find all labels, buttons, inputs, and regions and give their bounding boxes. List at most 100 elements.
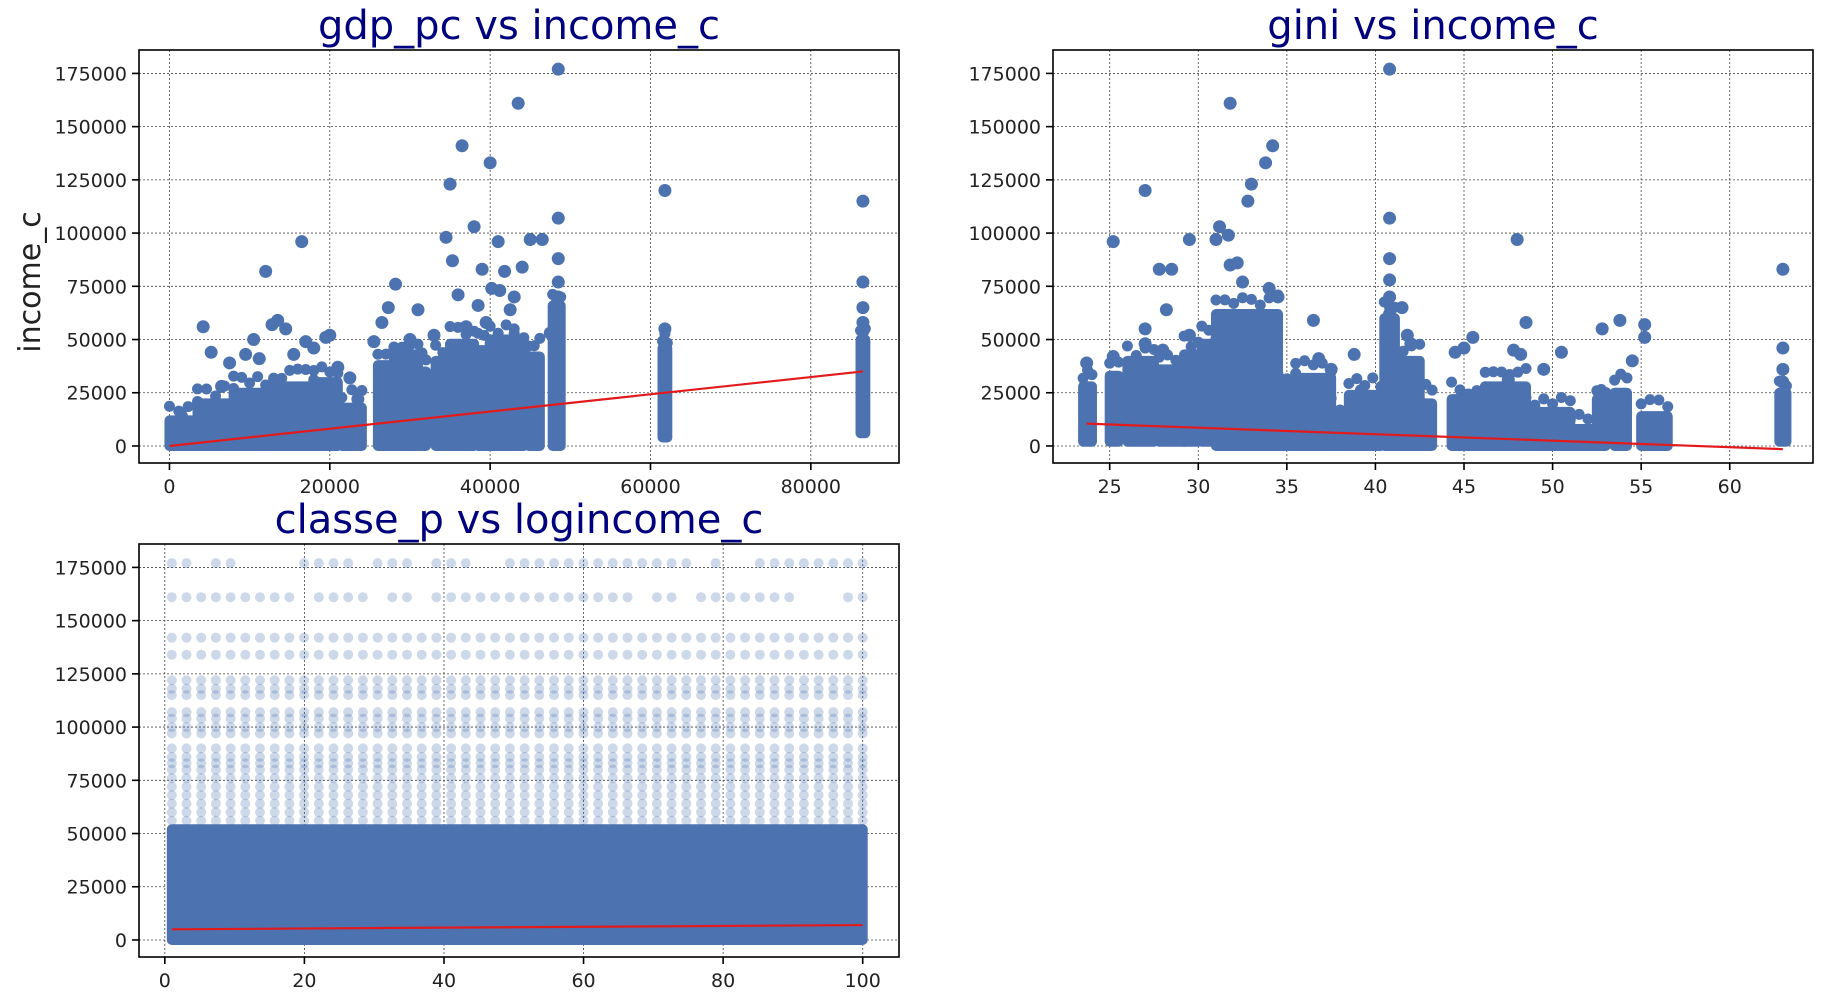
data-point: [543, 326, 557, 340]
data-point: [593, 807, 604, 818]
data-point: [343, 649, 354, 660]
data-point: [357, 798, 368, 809]
data-point: [328, 649, 339, 660]
data-point: [431, 592, 442, 603]
data-point: [857, 558, 868, 569]
data-point: [166, 781, 177, 792]
data-point: [710, 649, 721, 660]
data-point: [1564, 413, 1576, 425]
data-point: [666, 690, 677, 701]
data-point: [651, 781, 662, 792]
data-point: [593, 649, 604, 660]
data-point: [343, 592, 354, 603]
data-point: [523, 232, 537, 246]
data-point: [166, 798, 177, 809]
data-point: [843, 758, 854, 769]
data-point: [372, 790, 383, 801]
data-point: [328, 722, 339, 733]
data-point: [210, 790, 221, 801]
data-point: [534, 649, 545, 660]
data-point: [549, 798, 560, 809]
data-point: [507, 290, 521, 304]
data-point: [387, 728, 398, 739]
data-point: [357, 781, 368, 792]
data-point: [240, 790, 251, 801]
data-point: [166, 558, 177, 569]
data-point: [607, 743, 618, 754]
data-point: [754, 773, 765, 784]
data-point: [475, 713, 486, 724]
data-point: [295, 235, 309, 249]
regression-line: [171, 923, 863, 931]
data-point: [740, 751, 751, 762]
data-point: [551, 290, 565, 304]
data-point: [519, 773, 530, 784]
data-point: [328, 728, 339, 739]
data-point: [666, 758, 677, 769]
data-point: [1219, 294, 1231, 306]
data-point: [357, 764, 368, 775]
data-point: [1218, 318, 1232, 332]
data-point: [607, 690, 618, 701]
data-point: [490, 815, 501, 826]
data-point: [519, 592, 530, 603]
data-point: [313, 690, 324, 701]
data-point: [622, 815, 633, 826]
data-point: [534, 690, 545, 701]
data-point: [710, 743, 721, 754]
data-point: [416, 764, 427, 775]
data-point: [710, 758, 721, 769]
data-point: [343, 722, 354, 733]
data-point: [593, 728, 604, 739]
data-point: [1195, 360, 1209, 374]
data-point: [607, 558, 618, 569]
data-point: [166, 683, 177, 694]
chart-title: gdp_pc vs income_c: [318, 3, 720, 49]
data-point: [637, 807, 648, 818]
data-point: [387, 798, 398, 809]
data-point: [519, 728, 530, 739]
data-point: [163, 400, 175, 412]
data-point: [357, 807, 368, 818]
data-point: [519, 690, 530, 701]
data-point: [784, 707, 795, 718]
data-point: [357, 690, 368, 701]
data-point: [269, 592, 280, 603]
data-point: [343, 751, 354, 762]
data-point: [681, 798, 692, 809]
data-point: [578, 675, 589, 686]
data-point: [431, 558, 442, 569]
data-point: [313, 798, 324, 809]
data-point: [798, 743, 809, 754]
data-point: [416, 815, 427, 826]
data-point: [637, 632, 648, 643]
data-point: [651, 751, 662, 762]
data-point: [389, 277, 403, 291]
data-point: [563, 649, 574, 660]
data-point: [740, 722, 751, 733]
data-point: [328, 815, 339, 826]
data-point: [328, 798, 339, 809]
data-point: [372, 632, 383, 643]
data-point: [1272, 368, 1284, 380]
data-point: [166, 758, 177, 769]
data-point: [519, 798, 530, 809]
data-point: [563, 751, 574, 762]
data-point: [843, 790, 854, 801]
data-point: [372, 798, 383, 809]
data-point: [416, 722, 427, 733]
data-point: [1138, 184, 1152, 198]
data-point: [240, 781, 251, 792]
data-point: [387, 713, 398, 724]
data-point: [696, 728, 707, 739]
data-point: [651, 815, 662, 826]
data-point: [490, 649, 501, 660]
data-point: [696, 790, 707, 801]
data-point: [490, 713, 501, 724]
data-point: [798, 558, 809, 569]
y-tick-label: 175000: [54, 63, 127, 85]
y-tick-label: 125000: [54, 664, 127, 686]
data-point: [328, 675, 339, 686]
data-point: [740, 675, 751, 686]
data-point: [857, 815, 868, 826]
